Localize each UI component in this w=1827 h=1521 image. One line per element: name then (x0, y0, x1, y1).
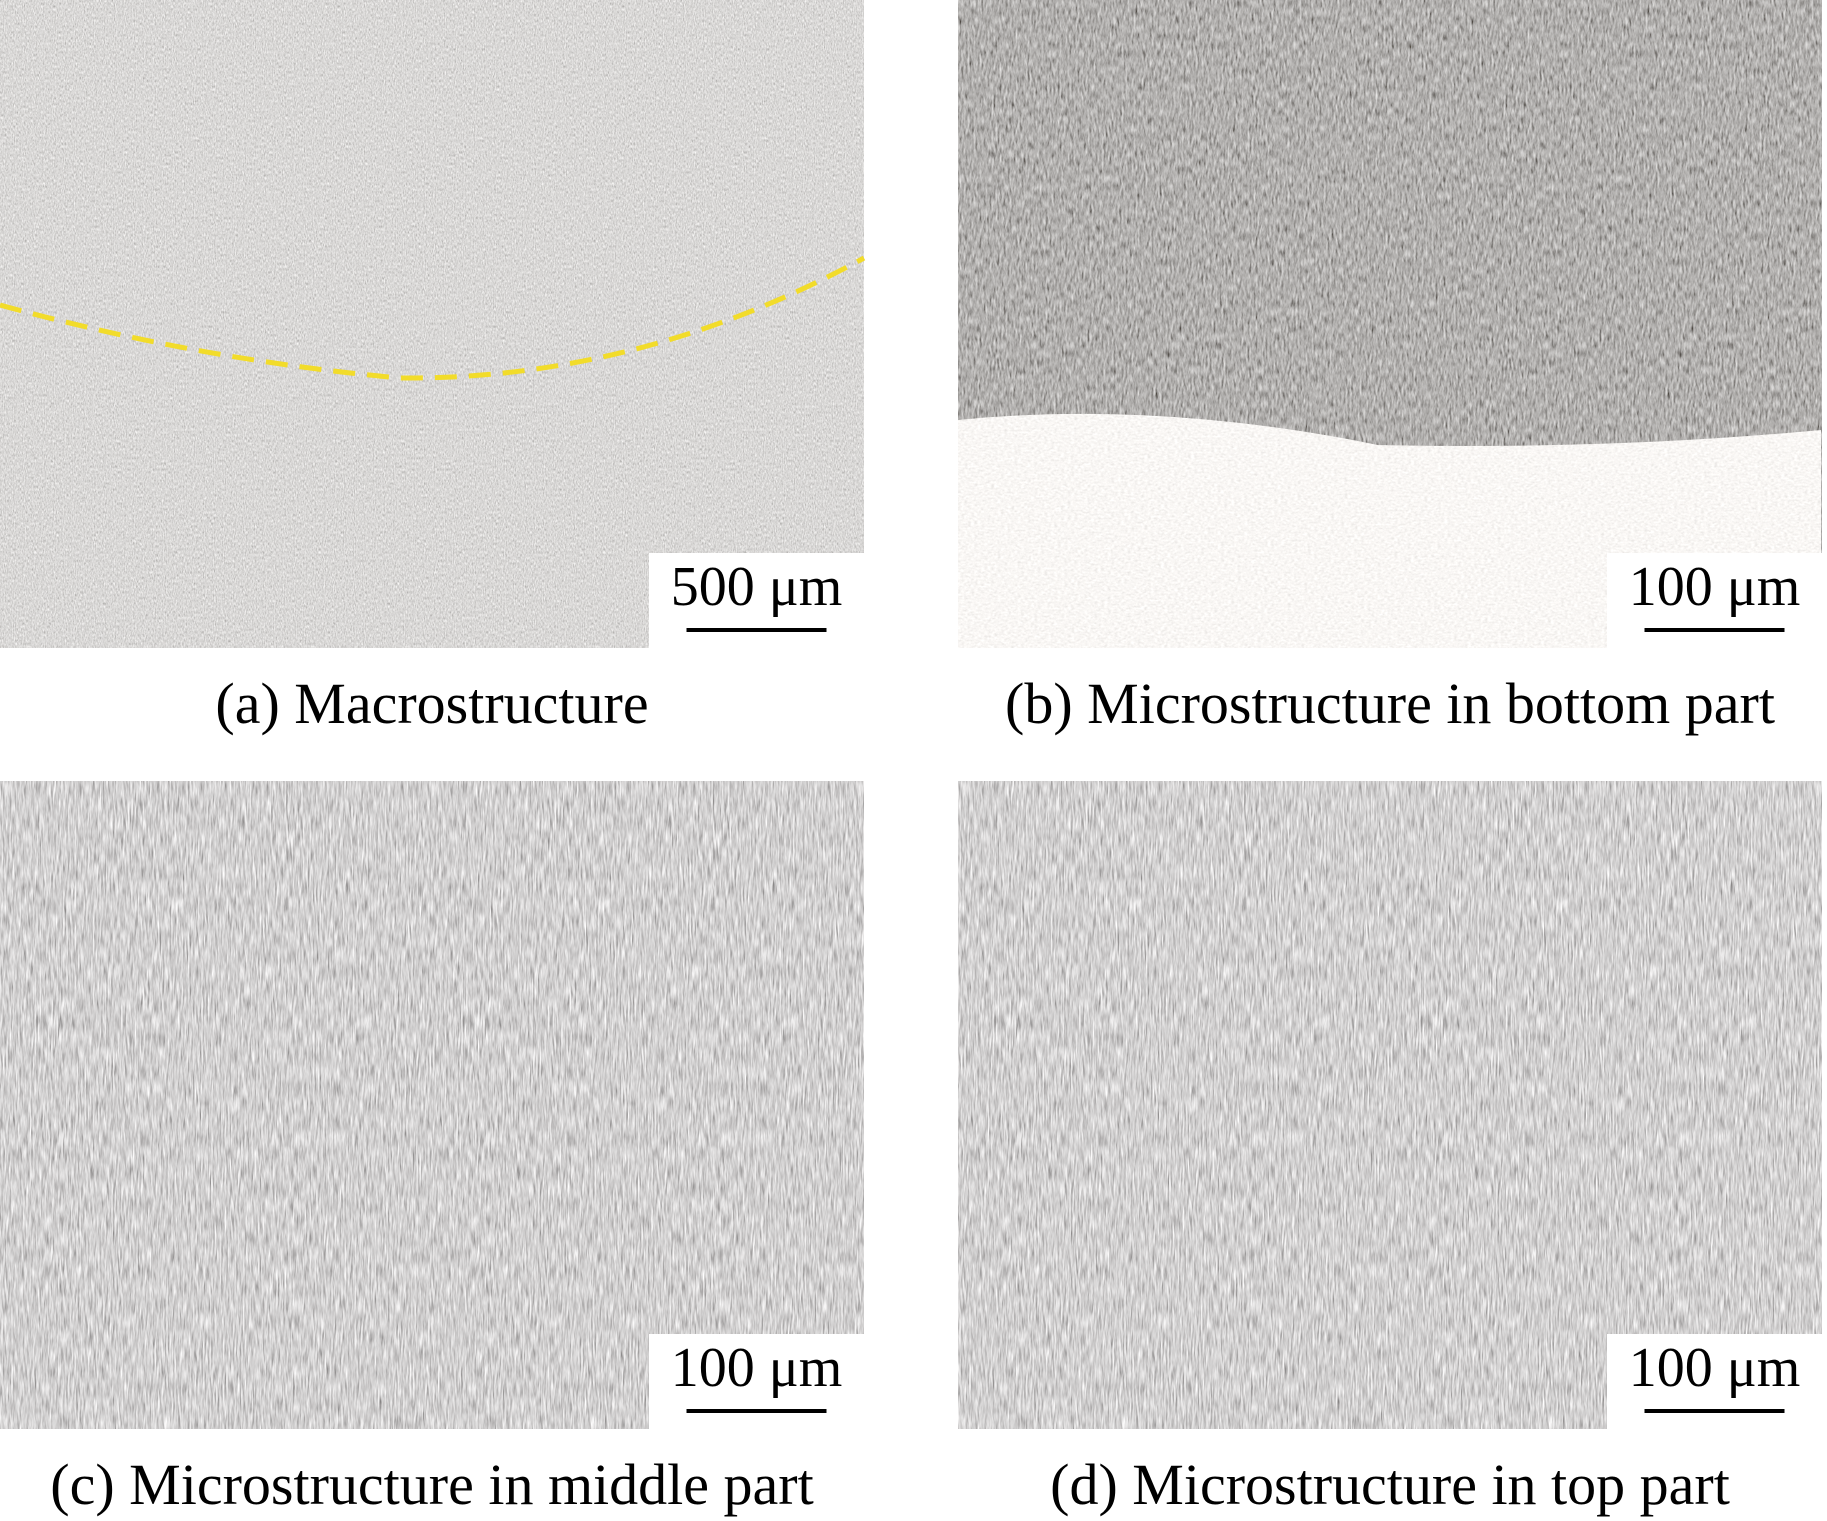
panel: 500 μm (0, 0, 866, 648)
panel-caption: (c) Microstructure in middle part (50, 1452, 813, 1517)
panel: 100 μm (958, 781, 1822, 1429)
scale-bar-box (649, 1334, 864, 1429)
scale-bar-box (649, 553, 864, 648)
panel-caption: (d) Microstructure in top part (1050, 1452, 1730, 1517)
scale-bar-label: 100 μm (1629, 1337, 1801, 1399)
micrograph (958, 781, 1822, 1429)
micrograph (0, 781, 864, 1429)
scale-bar-label: 500 μm (671, 556, 843, 618)
micrograph (0, 0, 864, 648)
scale-bar-label: 100 μm (671, 1337, 843, 1399)
scale-bar-box (1607, 1334, 1822, 1429)
fusion-line (0, 255, 866, 381)
panel: 100 μm (958, 0, 1822, 648)
panel: 100 μm (0, 781, 864, 1429)
scale-bar-box (1607, 553, 1822, 648)
panel-caption: (b) Microstructure in bottom part (1005, 671, 1775, 736)
scale-bar-label: 100 μm (1629, 556, 1801, 618)
panel-caption: (a) Macrostructure (215, 671, 648, 736)
